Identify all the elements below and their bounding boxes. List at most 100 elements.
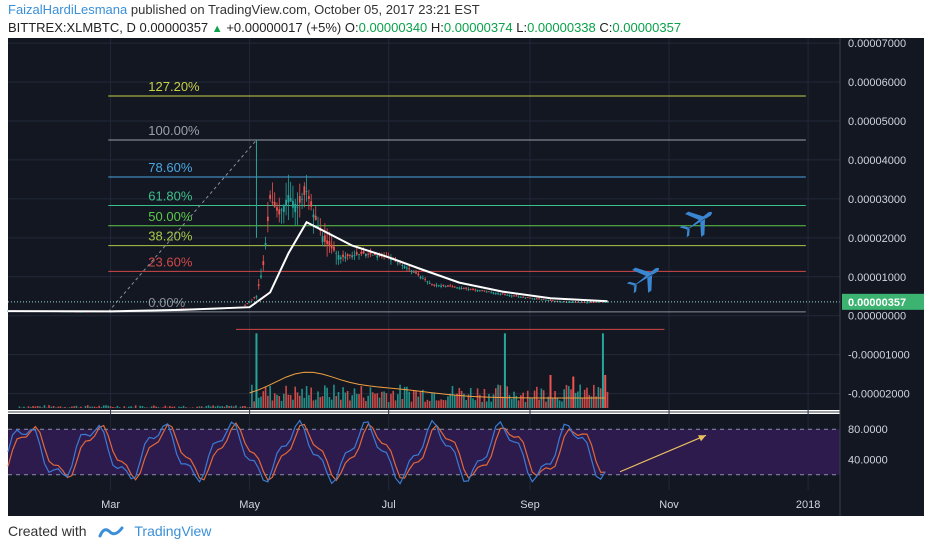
tradingview-brand-link[interactable]: TradingView bbox=[134, 523, 212, 539]
volume-bar bbox=[385, 393, 388, 408]
volume-bar bbox=[579, 384, 581, 408]
candle-body bbox=[433, 284, 436, 286]
volume-spike-bar bbox=[549, 374, 552, 408]
stoch-trend-arrow bbox=[619, 434, 707, 473]
volume-bar bbox=[207, 405, 210, 408]
candle-body bbox=[456, 287, 458, 289]
candle-body bbox=[342, 254, 344, 257]
candle-body bbox=[276, 207, 278, 211]
candle-body bbox=[572, 302, 575, 303]
author-link[interactable]: FaizalHardiLesmana bbox=[8, 2, 128, 17]
volume-bar bbox=[171, 406, 173, 408]
volume-bar bbox=[298, 395, 301, 408]
volume-bar bbox=[278, 396, 281, 408]
volume-bar bbox=[100, 407, 103, 408]
volume-bar bbox=[314, 399, 317, 408]
volume-bar bbox=[118, 407, 121, 408]
candle-body bbox=[526, 297, 529, 299]
up-arrow-icon: ▲ bbox=[211, 23, 223, 35]
volume-bar bbox=[358, 394, 360, 408]
fib-retracement: 127.20% 100.00% 78.60% 61.80% 50.00% 38.20% 23… bbox=[108, 79, 806, 313]
candle-body bbox=[499, 293, 502, 295]
volume-bar bbox=[27, 406, 30, 408]
volume-bar bbox=[91, 406, 94, 408]
plane-shape bbox=[626, 267, 660, 294]
volume-bar bbox=[43, 405, 46, 408]
volume-bar bbox=[456, 393, 458, 408]
volume-bar bbox=[408, 391, 410, 408]
volume-bar bbox=[50, 406, 53, 408]
volume-bar bbox=[340, 399, 342, 408]
volume-bar bbox=[251, 384, 253, 408]
volume-bar bbox=[184, 407, 187, 408]
airplane-icon bbox=[626, 267, 660, 294]
volume-bar bbox=[520, 395, 522, 408]
volume-bar bbox=[200, 406, 203, 408]
volume-bar bbox=[501, 396, 504, 408]
candle-body bbox=[563, 301, 566, 303]
candle-body bbox=[408, 268, 411, 270]
price-axis-tick: 0.00001000 bbox=[848, 272, 906, 284]
candle-body bbox=[310, 201, 313, 207]
candle-body bbox=[355, 252, 358, 255]
volume-bar bbox=[289, 394, 292, 408]
volume-bar bbox=[310, 387, 312, 408]
volume-bar bbox=[23, 406, 25, 408]
volume-bar bbox=[355, 393, 358, 408]
volume-bar bbox=[346, 391, 349, 408]
volume-bar bbox=[93, 406, 96, 408]
volume-bar bbox=[41, 407, 43, 408]
volume-bar bbox=[522, 392, 524, 408]
volume-bar bbox=[317, 391, 319, 408]
candle-body bbox=[592, 302, 595, 303]
tradingview-logo-icon bbox=[98, 526, 124, 538]
price-chart[interactable]: 127.20% 100.00% 78.60% 61.80% 50.00% 38.20% 23… bbox=[0, 38, 932, 516]
volume-bar bbox=[64, 406, 66, 408]
volume-bar bbox=[344, 392, 347, 408]
stoch-axis-tick: 80.0000 bbox=[848, 424, 888, 436]
volume-bar bbox=[36, 405, 39, 408]
volume-bar bbox=[150, 406, 153, 408]
stoch-d-line bbox=[7, 422, 606, 482]
published-text: published on TradingView.com, October 05… bbox=[130, 2, 480, 17]
candle-body bbox=[488, 291, 490, 293]
volume-bar bbox=[276, 394, 278, 408]
volume-bar bbox=[75, 405, 78, 408]
volume-bar bbox=[210, 406, 212, 408]
volume-bar bbox=[433, 392, 436, 408]
candle-body bbox=[474, 289, 477, 291]
candle-body bbox=[248, 301, 251, 303]
volume-bar bbox=[335, 395, 338, 408]
volume-bar bbox=[422, 389, 424, 408]
candle-body bbox=[371, 254, 374, 256]
price-axis: 0.00007000 0.00006000 0.00005000 0.00004000… bbox=[8, 38, 924, 516]
volume-bar bbox=[216, 405, 219, 408]
volume-bar bbox=[513, 391, 515, 408]
volume-bar bbox=[417, 396, 420, 408]
volume-bar bbox=[143, 407, 146, 408]
volume-bar bbox=[230, 405, 233, 408]
volume-bar bbox=[533, 390, 536, 408]
grid-lines bbox=[8, 38, 840, 490]
volume-bar bbox=[321, 396, 324, 408]
volume-bar bbox=[98, 405, 100, 408]
close-label: C: bbox=[599, 20, 613, 35]
volume-bar bbox=[139, 405, 142, 408]
chart-area[interactable]: 127.20% 100.00% 78.60% 61.80% 50.00% 38.20% 23… bbox=[0, 38, 932, 516]
volume-bar bbox=[253, 401, 255, 408]
volume-bar bbox=[212, 405, 214, 408]
volume-bar bbox=[109, 406, 112, 408]
volume-bar bbox=[232, 406, 235, 408]
volume-bar bbox=[378, 397, 381, 408]
candle-body bbox=[476, 290, 479, 292]
price-tag-value: 0.00000357 bbox=[848, 297, 906, 309]
candle-body bbox=[282, 204, 285, 212]
candle-body bbox=[583, 302, 586, 303]
candle-body bbox=[390, 258, 392, 261]
candle-body bbox=[278, 209, 281, 215]
volume-bar bbox=[442, 399, 445, 408]
candle-body bbox=[483, 290, 486, 292]
candle-body bbox=[339, 257, 342, 260]
volume-bar bbox=[444, 400, 447, 408]
volume-bar bbox=[84, 405, 87, 408]
